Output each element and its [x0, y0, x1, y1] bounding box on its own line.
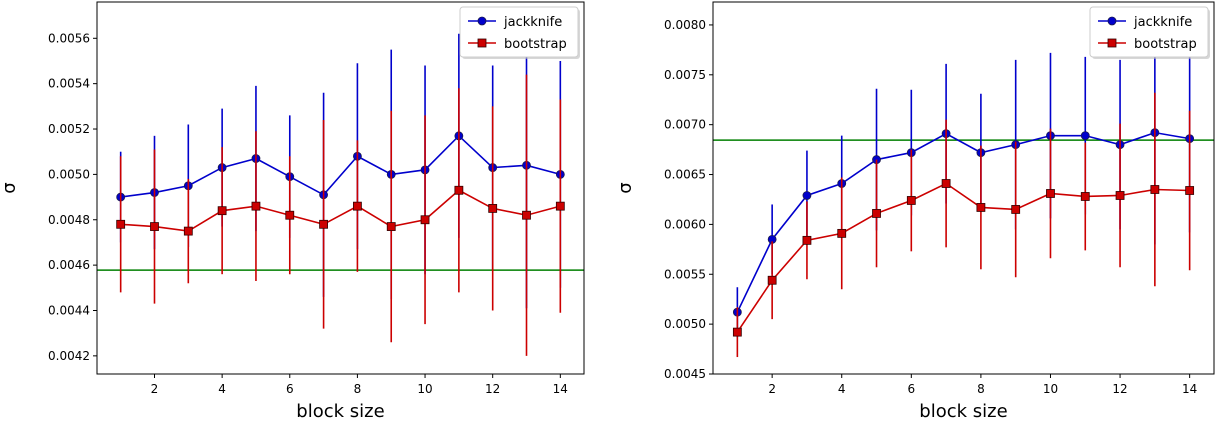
- series-line: [120, 134, 561, 198]
- y-tick-label: 0.0050: [48, 167, 90, 181]
- x-tick-label: 10: [1043, 382, 1058, 396]
- data-point: [1115, 191, 1125, 200]
- legend-label: jackknife: [1133, 15, 1192, 30]
- x-tick-label: 4: [838, 382, 846, 396]
- data-point: [555, 201, 565, 211]
- data-point: [353, 201, 362, 211]
- x-tick-label: 2: [151, 382, 159, 396]
- series-bootstrap: [732, 92, 1195, 358]
- y-tick-label: 0.0045: [664, 367, 706, 381]
- data-point: [976, 203, 986, 212]
- legend-label: bootstrap: [1134, 37, 1197, 52]
- x-tick-label: 10: [417, 382, 432, 396]
- x-tick-label: 14: [1182, 382, 1197, 396]
- y-tick-label: 0.0080: [664, 18, 706, 32]
- y-tick-label: 0.0052: [48, 122, 90, 136]
- y-axis-label: σ: [0, 182, 20, 193]
- data-point: [217, 206, 227, 216]
- data-point: [1046, 189, 1055, 198]
- data-point: [116, 219, 126, 229]
- legend-box: [1089, 6, 1209, 58]
- data-point: [386, 222, 396, 231]
- plot-frame: [96, 1, 585, 375]
- data-point: [251, 201, 261, 211]
- data-point: [522, 210, 531, 220]
- y-tick-label: 0.0060: [664, 217, 706, 231]
- legend-box: [459, 6, 579, 58]
- data-point: [183, 226, 193, 236]
- data-point: [1080, 131, 1090, 141]
- x-tick-label: 4: [218, 382, 226, 396]
- legend-label: jackknife: [503, 15, 562, 30]
- data-point: [454, 185, 464, 195]
- data-point: [837, 228, 847, 238]
- x-tick-label: 12: [485, 382, 500, 396]
- series-bootstrap: [116, 74, 565, 356]
- chart-panel-1: 2 4 6 8 10 12 14 0.0042 0.0044 0.0046 0.0048 0.0050…: [0, 1, 585, 422]
- data-point: [1080, 192, 1090, 201]
- data-point: [1011, 205, 1021, 214]
- x-tick-label: 12: [1112, 382, 1127, 396]
- y-tick-label: 0.0044: [48, 303, 90, 317]
- data-point: [802, 235, 812, 245]
- data-point: [767, 275, 777, 285]
- data-point: [150, 222, 159, 231]
- data-point: [906, 196, 916, 205]
- x-tick-label: 8: [354, 382, 362, 396]
- legend: jackknife bootstrap: [459, 6, 580, 59]
- data-point: [732, 327, 742, 337]
- data-point: [802, 191, 812, 200]
- y-tick-label: 0.0042: [48, 349, 90, 363]
- legend-marker: [1107, 38, 1117, 48]
- series-line: [120, 189, 561, 232]
- legend-label: bootstrap: [504, 37, 567, 52]
- series-jackknife: [116, 22, 565, 309]
- y-tick-label: 0.0065: [664, 168, 706, 182]
- legend-marker: [477, 38, 487, 48]
- series-jackknife: [732, 20, 1195, 338]
- x-axis-label: block size: [296, 401, 384, 422]
- data-point: [1150, 185, 1160, 194]
- data-point: [420, 215, 430, 225]
- y-tick-label: 0.0048: [48, 213, 90, 227]
- x-tick-label: 14: [553, 382, 568, 396]
- x-tick-label: 6: [286, 382, 294, 396]
- legend-marker: [1107, 16, 1117, 26]
- y-tick-label: 0.0075: [664, 68, 706, 82]
- y-tick-label: 0.0046: [48, 258, 90, 272]
- y-tick-label: 0.0056: [48, 31, 90, 45]
- data-point: [285, 210, 295, 220]
- y-tick-label: 0.0050: [664, 317, 706, 331]
- data-point: [1185, 186, 1195, 195]
- y-axis-label: σ: [615, 182, 636, 193]
- series-line: [736, 131, 1190, 313]
- y-tick-label: 0.0070: [664, 118, 706, 132]
- data-point: [872, 209, 881, 218]
- chart-panel-2: 2 4 6 8 10 12 14 0.0045 0.0050 0.0055 0.0060 0.0065…: [615, 1, 1215, 422]
- x-tick-label: 8: [977, 382, 985, 396]
- legend: jackknife bootstrap: [1089, 6, 1210, 59]
- y-tick-label: 0.0055: [664, 267, 706, 281]
- data-point: [941, 179, 951, 188]
- legend-marker: [477, 16, 487, 26]
- y-tick-label: 0.0054: [48, 77, 90, 91]
- data-point: [488, 204, 498, 213]
- plot-frame: [712, 1, 1215, 375]
- x-tick-label: 6: [907, 382, 915, 396]
- x-tick-label: 2: [768, 382, 776, 396]
- series-line: [736, 182, 1190, 333]
- x-axis-label: block size: [919, 401, 1007, 422]
- data-point: [319, 219, 328, 229]
